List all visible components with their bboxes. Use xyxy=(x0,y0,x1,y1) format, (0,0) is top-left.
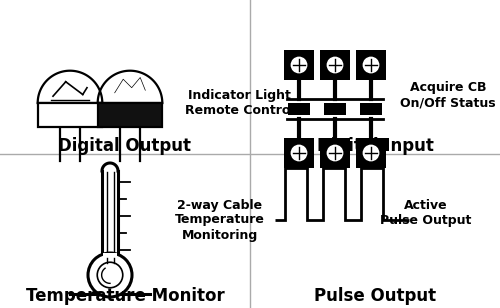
Circle shape xyxy=(326,144,344,161)
Text: Pulse Output: Pulse Output xyxy=(314,287,436,305)
Circle shape xyxy=(290,57,308,73)
Bar xyxy=(320,50,350,80)
Bar xyxy=(320,138,350,168)
Circle shape xyxy=(88,253,132,297)
Circle shape xyxy=(326,57,344,73)
Bar xyxy=(38,103,102,127)
Text: Temperature Monitor: Temperature Monitor xyxy=(26,287,224,305)
Text: Digital Input: Digital Input xyxy=(316,137,434,155)
Bar xyxy=(288,103,310,115)
Text: Indicator Light
Remote Control: Indicator Light Remote Control xyxy=(185,89,294,117)
Circle shape xyxy=(362,144,380,161)
Bar xyxy=(284,50,314,80)
Bar xyxy=(360,103,382,115)
Bar xyxy=(356,50,386,80)
Circle shape xyxy=(290,144,308,161)
Circle shape xyxy=(362,57,380,73)
Bar xyxy=(284,138,314,168)
Text: Acquire CB
On/Off Status: Acquire CB On/Off Status xyxy=(400,81,496,109)
Bar xyxy=(324,103,346,115)
Bar xyxy=(103,253,117,268)
Circle shape xyxy=(97,262,123,288)
Text: Active
Pulse Output: Active Pulse Output xyxy=(380,199,472,227)
Text: Digital Output: Digital Output xyxy=(58,137,192,155)
Text: 2-way Cable
Temperature
Monitoring: 2-way Cable Temperature Monitoring xyxy=(175,198,265,241)
Bar xyxy=(356,138,386,168)
Bar xyxy=(98,103,162,127)
